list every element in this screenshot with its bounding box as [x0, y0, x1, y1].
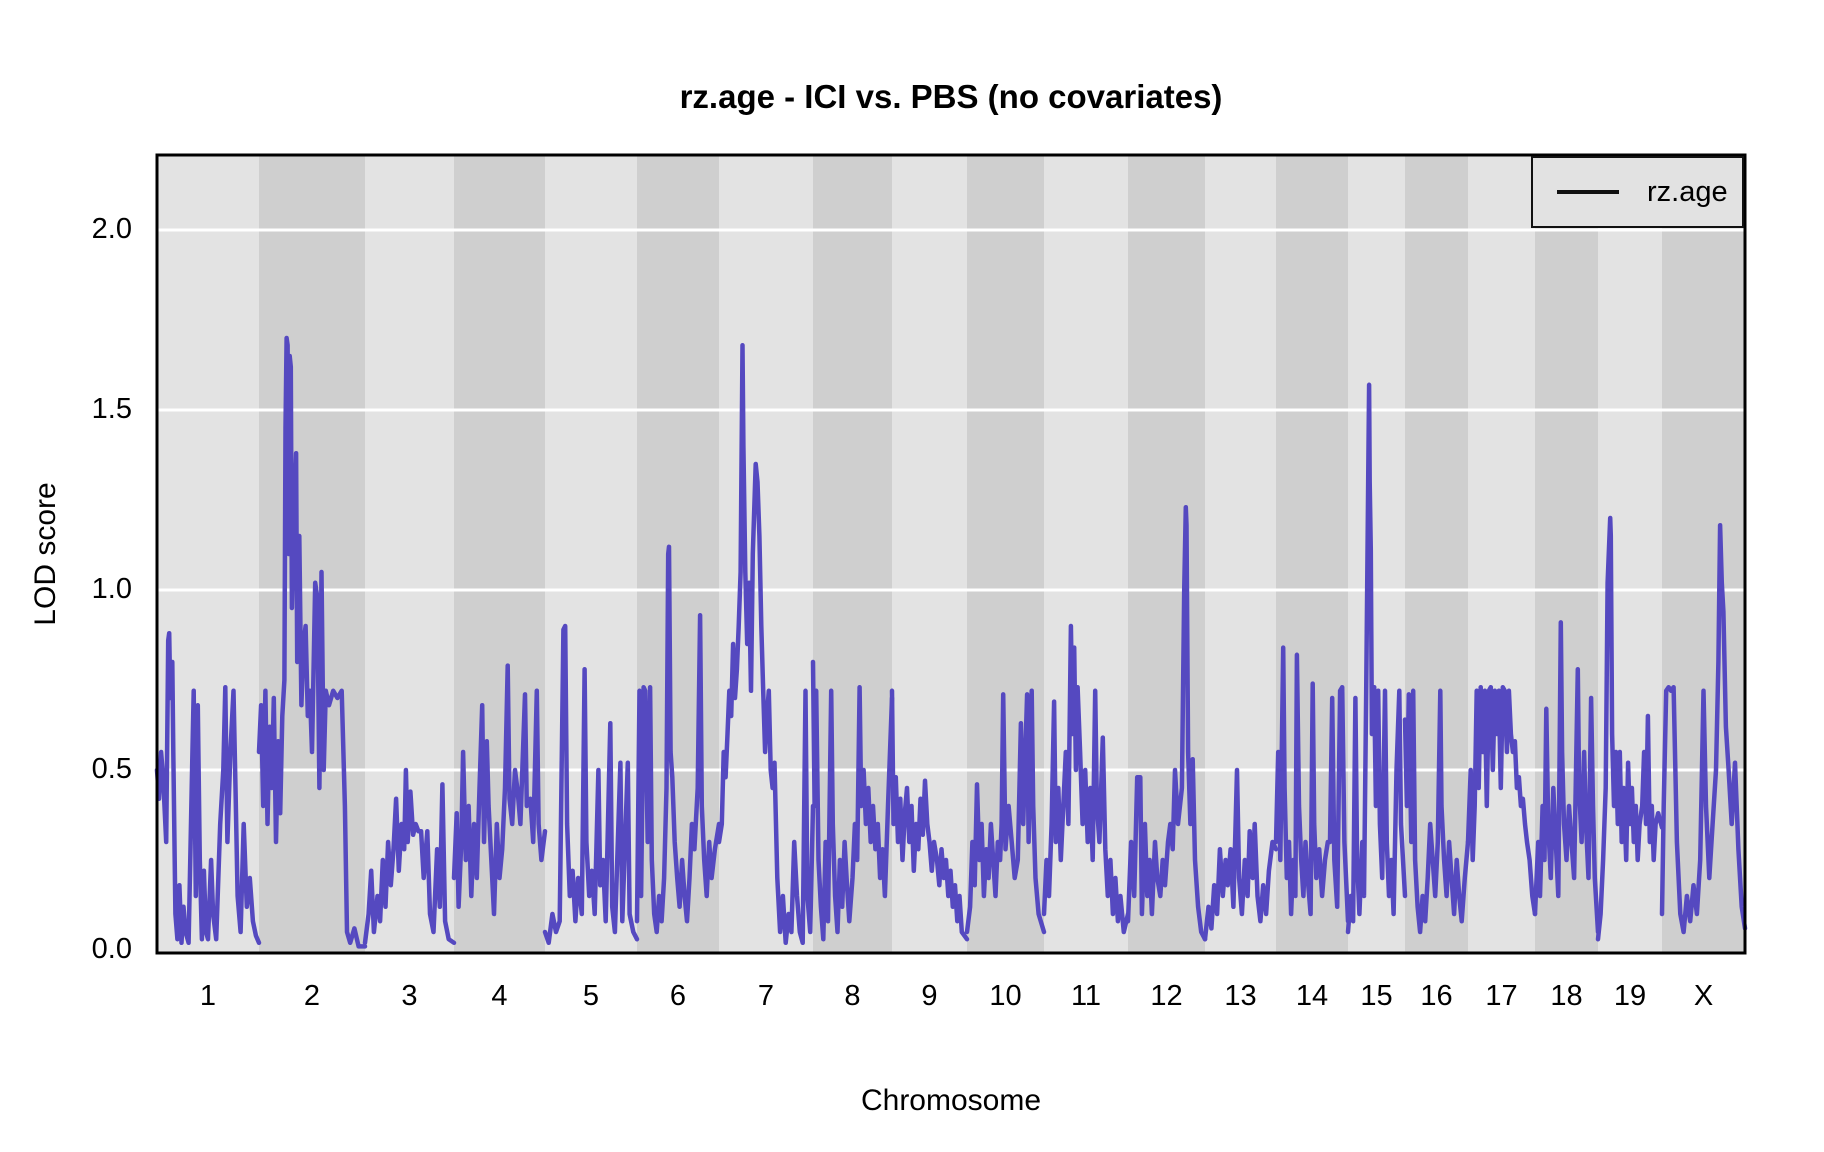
x-tick-chr-10: 10 [989, 980, 1022, 1012]
lod-curve-chr-13 [1202, 767, 1279, 942]
lod-curve-chr-8 [810, 659, 895, 942]
chromosome-band-13 [1205, 155, 1276, 953]
x-tick-chr-X: X [1693, 980, 1714, 1012]
legend-line-sample [1557, 190, 1619, 194]
x-tick-chr-18: 18 [1550, 980, 1583, 1012]
x-tick-chr-17: 17 [1485, 980, 1518, 1012]
y-tick-0.0: 0.0 [91, 933, 132, 965]
y-tick-1.0: 1.0 [91, 573, 132, 605]
x-tick-chr-13: 13 [1224, 980, 1257, 1012]
lod-curve-chr-19 [1595, 515, 1665, 942]
lod-curve-chr-1 [154, 630, 262, 946]
legend-label: rz.age [1647, 175, 1728, 208]
lod-curve-chr-14 [1273, 645, 1351, 924]
lod-curve-chr-15 [1345, 382, 1408, 935]
lod-curve-chr-9 [889, 688, 970, 942]
lod-curve-chr-4 [451, 663, 548, 917]
lod-curve-chr-10 [964, 688, 1047, 935]
x-tick-chr-5: 5 [582, 980, 600, 1012]
x-tick-chr-6: 6 [669, 980, 687, 1012]
lod-curve-chr-12 [1125, 504, 1208, 942]
x-tick-chr-1: 1 [199, 980, 217, 1012]
x-tick-chr-14: 14 [1295, 980, 1329, 1012]
x-tick-chr-2: 2 [303, 980, 321, 1012]
x-tick-chr-11: 11 [1070, 980, 1102, 1012]
x-tick-chr-8: 8 [844, 980, 861, 1012]
lod-curve-chr-16 [1402, 688, 1471, 935]
x-tick-chr-16: 16 [1420, 980, 1453, 1012]
y-tick-1.5: 1.5 [91, 393, 132, 425]
lod-curve-chr-6 [634, 544, 722, 935]
lod-curve-chr-2 [256, 335, 368, 949]
x-axis-label: Chromosome [860, 1084, 1042, 1117]
x-tick-chr-12: 12 [1150, 980, 1183, 1012]
lod-curve-chr-X [1659, 522, 1748, 935]
lod-curve-chr-5 [542, 623, 640, 946]
chromosome-band-8 [813, 155, 892, 953]
x-tick-chr-9: 9 [921, 980, 938, 1012]
x-tick-chr-7: 7 [757, 980, 775, 1012]
chart-title: rz.age - ICI vs. PBS (no covariates) [679, 78, 1223, 115]
chromosome-band-7 [719, 155, 813, 953]
lod-curve-chr-18 [1532, 620, 1601, 935]
x-tick-chr-3: 3 [401, 980, 418, 1012]
y-tick-0.5: 0.5 [91, 753, 132, 785]
lod-curve-chr-17 [1465, 684, 1538, 917]
lod-curve-chr-7 [716, 342, 816, 946]
legend: rz.age [1531, 156, 1744, 228]
chromosome-band-X [1662, 155, 1745, 953]
x-tick-chr-19: 19 [1613, 980, 1647, 1012]
x-tick-chr-4: 4 [491, 980, 508, 1012]
lod-curve-chr-3 [362, 767, 457, 946]
lod-curve-chr-11 [1041, 623, 1131, 935]
y-tick-2.0: 2.0 [91, 213, 132, 245]
x-tick-chr-15: 15 [1360, 980, 1393, 1012]
plot-border [155, 153, 1747, 955]
